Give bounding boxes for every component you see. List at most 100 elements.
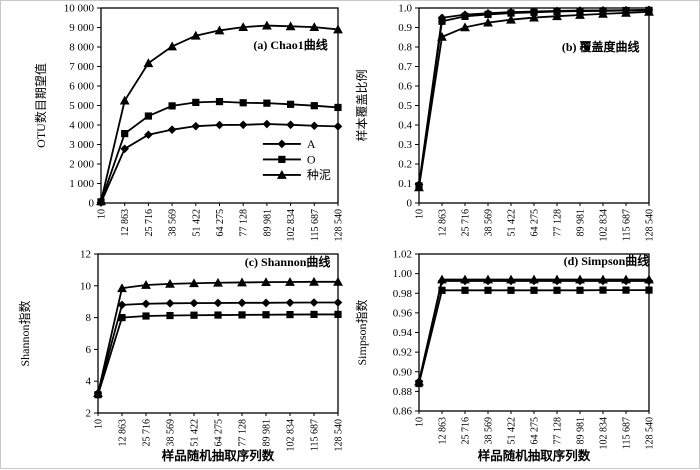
diamond-marker xyxy=(261,298,271,308)
y-tick-label: 10 xyxy=(80,280,92,292)
diamond-marker xyxy=(117,300,127,310)
x-tick-label: 12 863 xyxy=(118,419,129,447)
triangle-marker xyxy=(552,274,562,284)
triangle-marker xyxy=(285,21,296,31)
triangle-marker xyxy=(483,17,493,27)
diamond-marker xyxy=(167,125,177,134)
triangle-marker xyxy=(276,170,287,179)
y-tick-label: 7 000 xyxy=(69,61,94,73)
triangle-marker xyxy=(506,14,516,24)
y-tick-label: 1.0 xyxy=(398,3,412,15)
square-marker xyxy=(645,286,653,294)
triangle-marker xyxy=(214,25,225,35)
y-tick-label: 8 000 xyxy=(69,42,94,54)
triangle-marker xyxy=(621,7,631,17)
triangle-marker xyxy=(575,274,585,284)
panel-label: (c) Shannon曲线 xyxy=(245,254,331,269)
x-tick-label: 115 687 xyxy=(622,209,633,241)
diamond-marker xyxy=(309,298,319,307)
x-tick-label: 12 863 xyxy=(120,209,131,237)
y-axis-title: 样本覆盖比例 xyxy=(354,69,369,141)
x-tick-label: 89 981 xyxy=(576,417,587,445)
x-tick-label: 64 275 xyxy=(530,417,541,445)
triangle-marker xyxy=(644,274,654,284)
triangle-marker xyxy=(117,283,127,293)
x-tick-label: 115 687 xyxy=(310,209,321,241)
square-marker xyxy=(287,100,295,108)
square-marker xyxy=(286,310,294,319)
x-tick-label: 25 716 xyxy=(142,419,153,447)
diamond-marker xyxy=(213,298,223,308)
y-tick-label: 3 000 xyxy=(69,139,94,151)
x-axis-title: 样品随机抽取序列数 xyxy=(478,448,591,463)
legend-entry-O: O xyxy=(262,152,316,166)
chart-d-simpson: 0.86 0.88 0.90 0.92 0.94 0.96 0.98 1.00 1.02 10 12… xyxy=(354,249,656,464)
x-tick-label: 25 716 xyxy=(461,209,472,237)
y-tick-label: 0.8 xyxy=(398,42,412,54)
y-axis: 0 1 000 2 000 3 000 4 000 5 000 6 000 7 000 8 00… xyxy=(64,3,101,210)
triangle-marker xyxy=(414,376,424,386)
y-axis: 0 0.1 0.2 0.3 0.4 0.5 0.6 0.7 0.8 0.9 1.0 xyxy=(398,3,419,210)
square-marker xyxy=(334,310,342,319)
legend-entry-A: A xyxy=(262,137,316,151)
legend-entry-种泥: 种泥 xyxy=(262,168,331,182)
triangle-marker xyxy=(261,277,271,287)
series-line xyxy=(97,280,338,394)
triangle-marker xyxy=(165,278,175,288)
x-tick-label: 128 540 xyxy=(645,209,656,242)
square-marker xyxy=(622,286,630,294)
series-line xyxy=(418,278,649,382)
legend-label: A xyxy=(307,137,316,151)
square-marker xyxy=(121,129,129,138)
triangle-marker xyxy=(460,22,470,32)
panel-label: (b) 覆盖度曲线 xyxy=(562,39,640,54)
triangle-marker xyxy=(93,388,103,398)
square-marker xyxy=(310,310,318,319)
square-marker xyxy=(461,286,469,294)
triangle-marker xyxy=(309,276,319,286)
series-line xyxy=(418,8,650,185)
square-marker xyxy=(507,9,515,17)
y-tick-label: 0 xyxy=(89,198,95,210)
triangle-marker xyxy=(598,8,608,18)
series-A xyxy=(96,119,343,207)
series-种泥 xyxy=(93,276,343,398)
y-tick-label: 1 000 xyxy=(69,178,94,190)
x-tick-label: 128 540 xyxy=(334,209,345,242)
triangle-marker xyxy=(552,11,562,21)
square-marker xyxy=(214,311,222,319)
x-tick-label: 64 275 xyxy=(215,209,226,237)
series-line xyxy=(97,313,338,395)
square-marker xyxy=(278,155,286,164)
triangle-marker xyxy=(237,277,247,287)
series-O xyxy=(415,6,653,190)
y-tick-label: 0.88 xyxy=(393,386,413,398)
x-tick-label: 89 981 xyxy=(262,419,273,447)
y-tick-label: 1.02 xyxy=(393,249,412,261)
series-O xyxy=(97,98,342,206)
y-tick-label: 0.4 xyxy=(398,120,412,132)
x-tick-label: 77 128 xyxy=(238,419,249,447)
diamond-marker xyxy=(144,130,153,140)
triangle-marker xyxy=(285,277,295,286)
x-tick-label: 102 834 xyxy=(286,209,297,242)
series-O xyxy=(94,310,342,399)
diamond-marker xyxy=(285,298,295,307)
triangle-marker xyxy=(460,274,470,284)
square-marker xyxy=(118,314,126,322)
square-marker xyxy=(438,17,446,25)
square-marker xyxy=(334,103,342,112)
triangle-marker xyxy=(141,280,151,289)
triangle-marker xyxy=(483,274,493,284)
y-tick-label: 1.00 xyxy=(393,268,413,280)
triangle-marker xyxy=(598,274,608,284)
square-marker xyxy=(190,311,198,319)
square-marker xyxy=(215,98,224,106)
square-marker xyxy=(507,286,515,294)
square-marker xyxy=(239,99,247,107)
y-tick-label: 5 000 xyxy=(69,100,94,112)
triangle-marker xyxy=(575,10,585,19)
x-axis: 10 12 863 25 716 38 569 51 422 64 275 77 128 89… xyxy=(97,203,345,242)
diamond-marker xyxy=(333,298,343,307)
